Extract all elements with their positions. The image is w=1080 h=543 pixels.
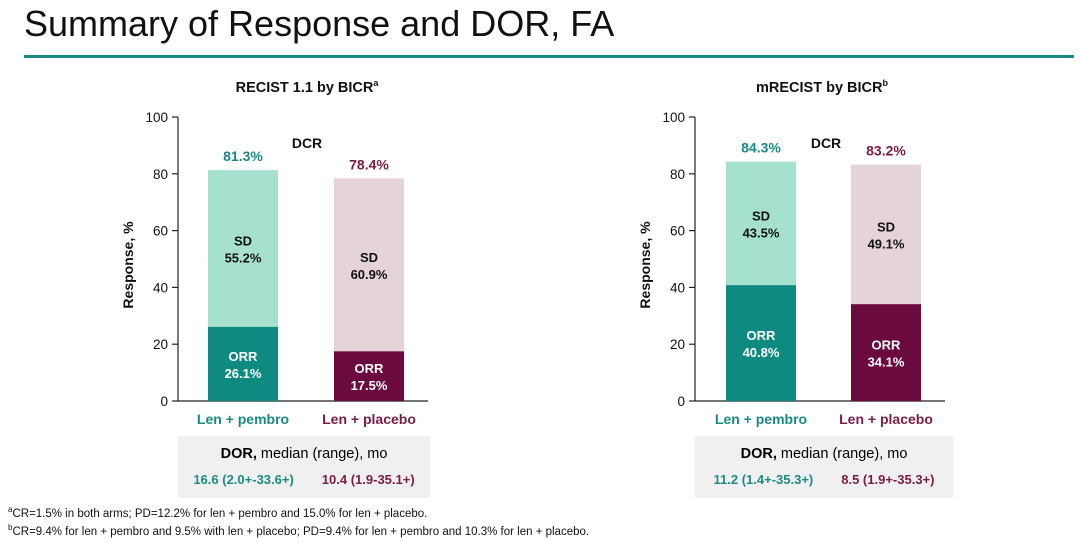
bar-segment-sd [208, 170, 278, 327]
sd-value-label: 49.1% [868, 236, 905, 251]
sd-value-label: 43.5% [743, 225, 780, 240]
orr-value-label: 17.5% [351, 378, 388, 393]
dcr-annotation: DCR [811, 135, 841, 151]
y-axis-label: Response, % [120, 221, 136, 309]
footnote-b: bCR=9.4% for len + pembro and 9.5% with … [8, 523, 590, 538]
x-category-label: Len + placebo [839, 411, 933, 427]
dor-box-right: DOR, median (range), mo 11.2 (1.4+-35.3+… [695, 436, 953, 498]
chart-title: RECIST 1.1 by BICRa [236, 78, 380, 96]
dor-value-len-placebo: 8.5 (1.9+-35.3+) [841, 472, 935, 487]
y-tick-label: 60 [670, 224, 685, 239]
sd-value-label: 55.2% [225, 250, 262, 265]
x-category-label: Len + pembro [715, 411, 807, 427]
bar-segment-orr [726, 285, 796, 401]
orr-value-label: 34.1% [868, 355, 905, 370]
dor-header: DOR, median (range), mo [220, 446, 388, 462]
y-tick-label: 80 [153, 167, 168, 182]
dor-value-len-pembro: 11.2 (1.4+-35.3+) [713, 472, 814, 487]
y-tick-label: 40 [153, 280, 168, 295]
dcr-total-label: 78.4% [349, 156, 389, 172]
dcr-total-label: 83.2% [866, 143, 906, 159]
dcr-annotation: DCR [292, 135, 322, 151]
bar-segment-orr [208, 326, 278, 401]
bar-segment-orr [851, 304, 921, 401]
dor-value-len-placebo: 10.4 (1.9-35.1+) [321, 472, 415, 487]
y-tick-label: 40 [670, 280, 685, 295]
bar-segment-sd [726, 161, 796, 286]
chart-title: mRECIST by BICRb [756, 78, 889, 96]
dor-values: 11.2 (1.4+-35.3+) 8.5 (1.9+-35.3+) [695, 472, 953, 487]
orr-label: ORR [229, 349, 259, 364]
bar-segment-sd [334, 178, 404, 352]
dcr-total-label: 81.3% [223, 148, 263, 164]
orr-label: ORR [355, 361, 385, 376]
bar-segment-sd [851, 164, 921, 305]
dcr-total-label: 84.3% [741, 140, 781, 156]
sd-label: SD [752, 208, 770, 223]
y-tick-label: 0 [160, 394, 168, 409]
y-axis-label: Response, % [637, 221, 653, 309]
page-title: Summary of Response and DOR, FA [24, 3, 615, 44]
y-tick-label: 60 [153, 224, 168, 239]
y-tick-label: 80 [670, 167, 685, 182]
dor-header: DOR, median (range), mo [740, 446, 908, 462]
footnote-a: aCR=1.5% in both arms; PD=12.2% for len … [8, 505, 428, 520]
title-divider [24, 55, 1074, 58]
sd-label: SD [360, 250, 378, 265]
x-category-label: Len + pembro [197, 411, 289, 427]
y-tick-label: 100 [145, 110, 168, 125]
y-tick-label: 20 [670, 337, 685, 352]
orr-label: ORR [872, 338, 902, 353]
sd-value-label: 60.9% [351, 267, 388, 282]
y-tick-label: 20 [153, 337, 168, 352]
y-tick-label: 100 [662, 110, 685, 125]
x-category-label: Len + placebo [322, 411, 416, 427]
orr-value-label: 40.8% [743, 345, 780, 360]
bar-segment-orr [334, 351, 404, 401]
dor-values: 16.6 (2.0+-33.6+) 10.4 (1.9-35.1+) [178, 472, 430, 487]
orr-value-label: 26.1% [225, 366, 262, 381]
sd-label: SD [234, 233, 252, 248]
y-tick-label: 0 [677, 394, 685, 409]
dor-value-len-pembro: 16.6 (2.0+-33.6+) [193, 472, 294, 487]
sd-label: SD [877, 219, 895, 234]
orr-label: ORR [747, 328, 777, 343]
dor-box-left: DOR, median (range), mo 16.6 (2.0+-33.6+… [178, 436, 430, 498]
